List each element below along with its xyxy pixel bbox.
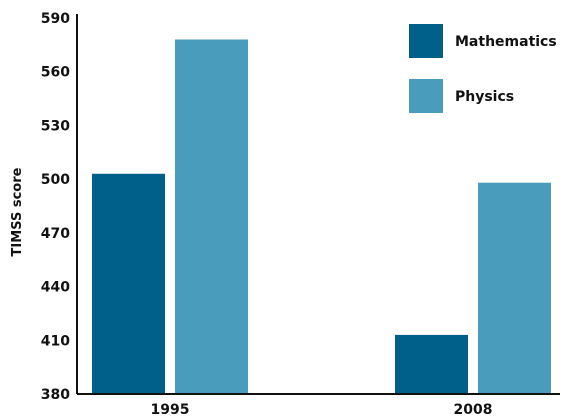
y-tick-label: 560 <box>41 65 70 81</box>
legend: Mathematics Physics <box>409 24 557 113</box>
y-tick-label: 470 <box>41 226 70 242</box>
legend-swatch-physics <box>409 79 443 113</box>
y-tick-label: 530 <box>41 118 70 134</box>
x-tick-label: 1995 <box>151 402 190 418</box>
x-tick-label: 2008 <box>454 402 493 418</box>
y-tick-label: 590 <box>41 11 70 27</box>
x-axis-labels: 1995 2008 <box>151 402 493 418</box>
y-axis-title: TIMSS score <box>10 167 25 256</box>
y-axis-ticks: 380 410 440 470 500 530 560 590 <box>41 11 70 403</box>
y-tick-label: 440 <box>41 280 70 296</box>
bar-mathematics-1995 <box>92 173 165 394</box>
bar-physics-1995 <box>175 39 248 394</box>
y-tick-label: 500 <box>41 172 70 188</box>
bar-mathematics-2008 <box>395 334 468 394</box>
legend-label-physics: Physics <box>455 89 514 105</box>
bar-physics-2008 <box>478 182 551 394</box>
bars <box>92 39 551 394</box>
legend-label-mathematics: Mathematics <box>455 34 557 50</box>
y-tick-label: 410 <box>41 333 70 349</box>
y-tick-label: 380 <box>41 387 70 403</box>
legend-swatch-mathematics <box>409 24 443 58</box>
